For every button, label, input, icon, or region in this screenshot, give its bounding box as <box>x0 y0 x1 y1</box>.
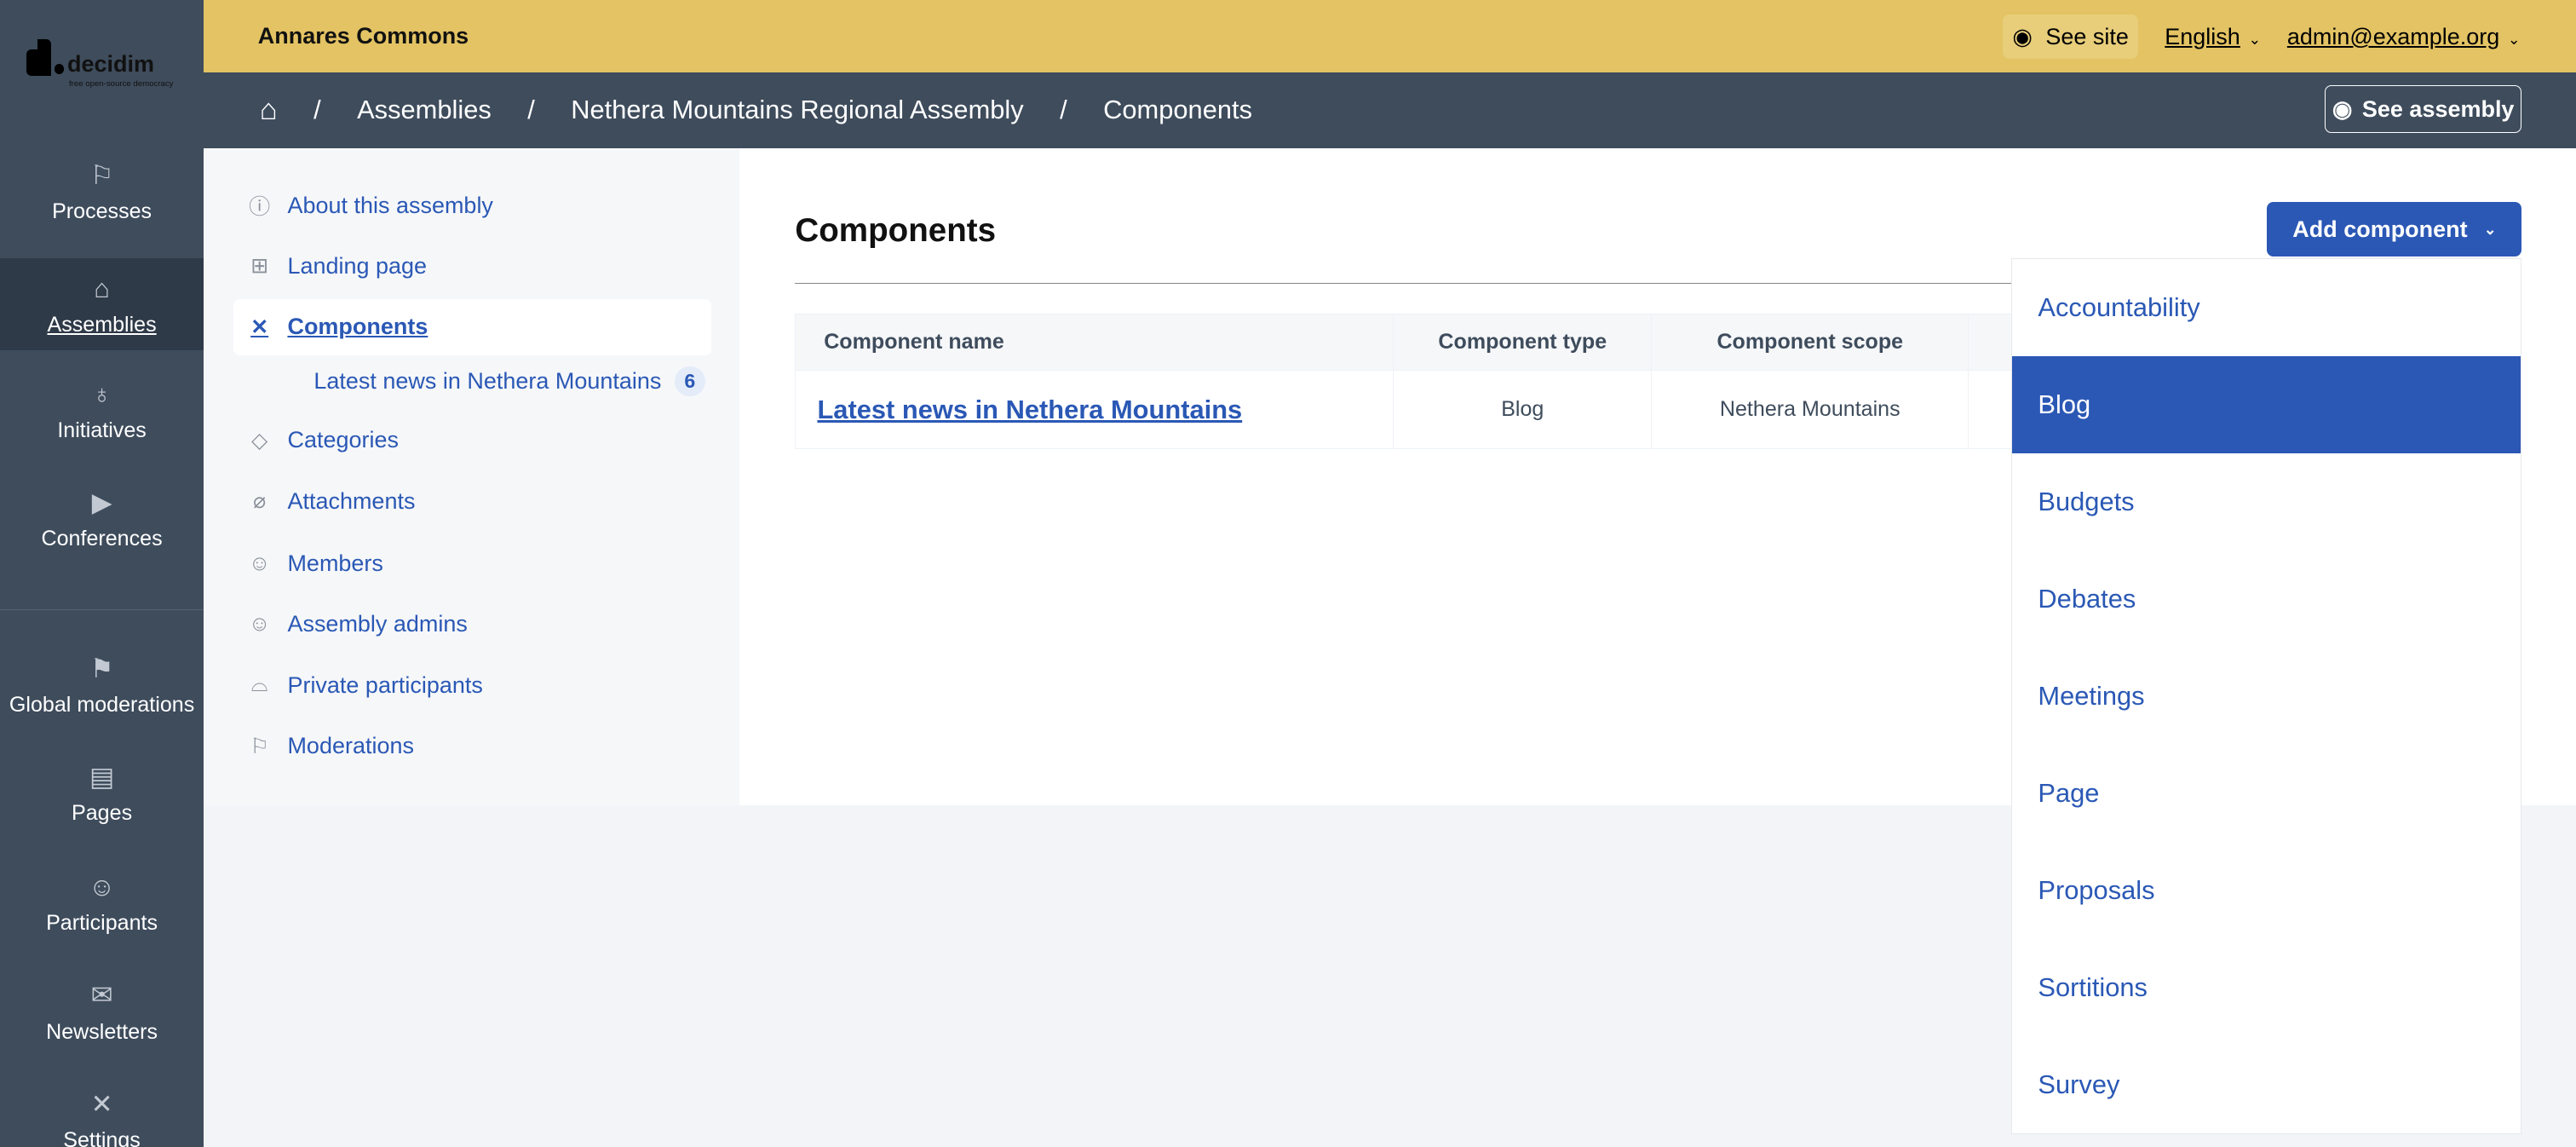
column-header[interactable]: Component type <box>1393 314 1653 371</box>
mail-icon: ✉ <box>90 980 113 1011</box>
dropdown-item-meetings[interactable]: Meetings <box>2038 680 2145 711</box>
subnav-attachments[interactable]: ⌀ Attachments <box>233 473 711 529</box>
dropdown-item-blog[interactable]: Blog <box>2011 355 2521 453</box>
nav-participants[interactable]: ☺ Participants <box>46 872 158 936</box>
assembly-sidebar: ⓘ About this assembly ⊞ Landing page ✕ Comp… <box>204 147 739 805</box>
nav-divider <box>0 609 204 611</box>
flag-icon: ⚑ <box>89 653 114 683</box>
subnav-about[interactable]: ⓘ About this assembly <box>233 177 711 233</box>
nav-assemblies[interactable]: ⌂ Assemblies <box>0 257 204 350</box>
dropdown-item-survey[interactable]: Survey <box>2038 1069 2120 1099</box>
processes-icon: ⚐ <box>89 160 114 191</box>
breadcrumb-separator: / <box>527 95 535 125</box>
flag-icon: ⚐ <box>250 734 269 758</box>
participants-icon: ☺ <box>88 872 116 902</box>
component-scope: Nethera Mountains <box>1651 369 1969 450</box>
page-title: Components <box>795 211 997 249</box>
chevron-down-icon: ⌄ <box>2507 30 2521 48</box>
tag-icon: ◇ <box>251 428 268 452</box>
breadcrumb-separator: / <box>313 95 321 125</box>
subnav-moderations[interactable]: ⚐ Moderations <box>233 718 711 775</box>
main-sidebar: decidim free open-source democracy ⚐ Proc… <box>0 0 204 1147</box>
add-component-button[interactable]: Add component ⌄ <box>2267 202 2522 256</box>
nav-newsletters[interactable]: ✉ Newsletters <box>46 980 158 1044</box>
see-assembly-button[interactable]: ◉ See assembly <box>2324 85 2522 134</box>
nav-initiatives[interactable]: ♁ Initiatives <box>57 378 147 442</box>
see-site-button[interactable]: ◉ See site <box>2002 14 2139 60</box>
tools-icon: ✕ <box>250 314 269 339</box>
table-row: Latest news in Nethera Mountains Blog Ne… <box>795 369 2035 450</box>
chevron-down-icon: ⌄ <box>2248 30 2261 48</box>
nav-processes[interactable]: ⚐ Processes <box>52 160 152 224</box>
components-table: Component name Component type Component … <box>795 314 2035 450</box>
tools-icon: ✕ <box>90 1088 113 1119</box>
nav-global-moderations[interactable]: ⚑ Global moderations <box>9 653 195 717</box>
add-component-dropdown: Accountability Blog Budgets Debates Meet… <box>2010 257 2522 1134</box>
home-icon[interactable]: ⌂ <box>259 93 278 126</box>
dropdown-item-proposals[interactable]: Proposals <box>2038 874 2155 905</box>
pages-icon: ▤ <box>89 761 115 792</box>
eye-icon: ◉ <box>2012 23 2033 49</box>
assemblies-icon: ⌂ <box>94 274 110 304</box>
subnav-members[interactable]: ☺ Members <box>233 536 711 592</box>
eye-icon: ◉ <box>2332 95 2353 122</box>
decidim-logo[interactable]: decidim free open-source democracy <box>26 39 191 98</box>
breadcrumb-row: ⌂ / Assemblies / Nethera Mountains Regio… <box>260 72 1252 148</box>
subnav-landing-page[interactable]: ⊞ Landing page <box>233 239 711 295</box>
subnav-private-participants[interactable]: ⌓ Private participants <box>233 657 711 713</box>
component-name-link[interactable]: Latest news in Nethera Mountains <box>795 369 1394 450</box>
dropdown-item-budgets[interactable]: Budgets <box>2038 486 2135 516</box>
paperclip-icon: ⌀ <box>253 489 267 514</box>
count-badge: 6 <box>674 366 705 396</box>
subnav-component-latest-news[interactable]: Latest news in Nethera Mountains 6 <box>313 366 705 396</box>
dropdown-item-accountability[interactable]: Accountability <box>2038 291 2200 322</box>
title-divider <box>795 282 2011 284</box>
subnav-categories[interactable]: ◇ Categories <box>233 412 711 469</box>
dropdown-item-debates[interactable]: Debates <box>2038 583 2136 614</box>
breadcrumb-separator: / <box>1060 95 1067 125</box>
component-type: Blog <box>1393 369 1653 450</box>
video-icon: ▶ <box>91 487 112 517</box>
breadcrumb: ⌂ / Assemblies / Nethera Mountains Regio… <box>204 72 2576 148</box>
language-selector[interactable]: English ⌄ <box>2165 23 2261 49</box>
column-header[interactable]: Component scope <box>1651 314 1969 371</box>
chevron-down-icon: ⌄ <box>2483 220 2497 238</box>
column-header[interactable]: Component name <box>795 314 1394 371</box>
layout-icon: ⊞ <box>250 254 269 279</box>
incognito-icon: ⌓ <box>250 672 268 697</box>
breadcrumb-assemblies[interactable]: Assemblies <box>357 95 492 125</box>
subnav-components[interactable]: ✕ Components <box>233 298 712 355</box>
nav-settings[interactable]: ✕ Settings <box>63 1088 141 1147</box>
nav-conferences[interactable]: ▶ Conferences <box>41 487 163 551</box>
dropdown-item-sortitions[interactable]: Sortitions <box>2038 971 2148 1002</box>
lightbulb-icon: ♁ <box>91 378 112 409</box>
top-bar-actions: ◉ See site English ⌄ admin@example.org ⌄ <box>2002 14 2521 60</box>
nav-pages[interactable]: ▤ Pages <box>72 761 133 826</box>
breadcrumb-components[interactable]: Components <box>1103 95 1253 125</box>
subnav-assembly-admins[interactable]: ☺ Assembly admins <box>233 597 711 653</box>
top-bar: Annares Commons ◉ See site English ⌄ admin… <box>204 0 2576 72</box>
breadcrumb-assembly[interactable]: Nethera Mountains Regional Assembly <box>571 95 1024 125</box>
user-gear-icon: ☺ <box>248 612 271 637</box>
info-icon: ⓘ <box>249 195 271 220</box>
dropdown-item-page[interactable]: Page <box>2038 777 2100 808</box>
organization-name: Annares Commons <box>257 22 469 49</box>
user-icon: ☺ <box>248 550 271 575</box>
user-menu[interactable]: admin@example.org ⌄ <box>2286 23 2521 49</box>
